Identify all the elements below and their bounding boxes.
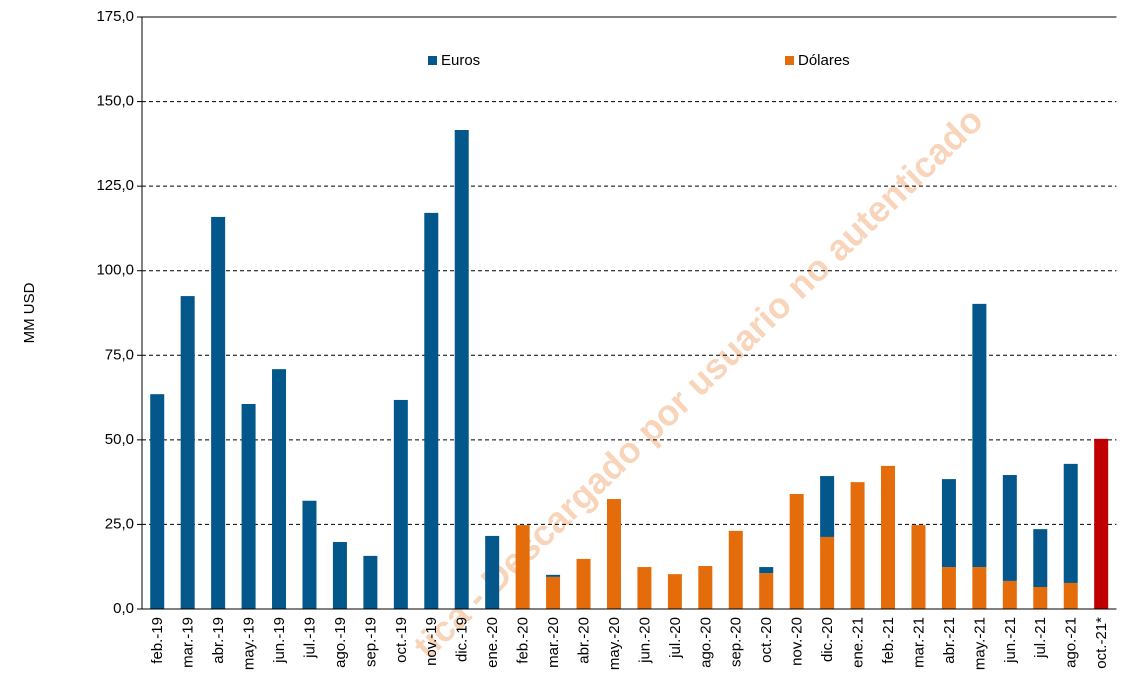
- bar-segment: [1002, 580, 1017, 609]
- x-tick-label: jun.-19: [271, 617, 288, 664]
- x-tick-label: oct.-19: [393, 617, 410, 663]
- x-tick-label: may.-20: [606, 617, 623, 670]
- x-tick-label: sep.-20: [728, 617, 745, 667]
- bar-segment: [698, 566, 713, 609]
- x-tick-label: ago.-21: [1063, 617, 1080, 668]
- bar-segment: [972, 567, 987, 609]
- bar-segment: [820, 476, 835, 537]
- bar-segment: [150, 394, 165, 609]
- y-tick-label: 25,0: [105, 515, 134, 532]
- x-tick-label: nov.-19: [423, 617, 440, 666]
- x-tick-label: oct.-21*: [1093, 617, 1110, 669]
- legend-swatch: [785, 56, 794, 65]
- bar-segment: [546, 574, 561, 577]
- x-tick-label: feb.-21: [880, 617, 897, 664]
- bar-segment: [881, 465, 896, 609]
- bar-segment: [332, 542, 347, 609]
- bar-segment: [211, 216, 226, 609]
- bar-segment: [180, 296, 195, 609]
- bar-segment: [1033, 587, 1048, 609]
- bar-segment: [1063, 463, 1078, 583]
- x-tick-label: ago.-20: [697, 617, 714, 668]
- x-tick-label: abr.-21: [941, 617, 958, 664]
- x-tick-label: dic.-19: [454, 617, 471, 662]
- bar-segment: [850, 482, 865, 609]
- bar-segment: [789, 493, 804, 609]
- bar-segment: [759, 573, 774, 609]
- x-tick-label: ene.-20: [484, 617, 501, 668]
- bar-segment: [728, 530, 743, 609]
- legend-swatch: [428, 56, 437, 65]
- bar-segment: [1094, 438, 1109, 609]
- x-tick-label: may.-19: [241, 617, 258, 670]
- bar-segment: [272, 369, 287, 609]
- bar-segment: [1063, 582, 1078, 609]
- plot: [142, 16, 1117, 610]
- bar-segment: [941, 479, 956, 568]
- bar-segment: [941, 567, 956, 609]
- y-tick-label: 75,0: [105, 346, 134, 363]
- bar-segment: [606, 499, 621, 609]
- x-tick-label: ene.-21: [850, 617, 867, 668]
- x-tick-label: jun.-21: [1002, 617, 1019, 664]
- x-tick-label: jul.-19: [301, 617, 318, 659]
- y-tick-label: 50,0: [105, 431, 134, 448]
- x-tick-label: dic.-20: [819, 617, 836, 662]
- x-tick-label: jul.-21: [1032, 617, 1049, 659]
- x-tick-label: abr.-19: [210, 617, 227, 664]
- x-tick-label: abr.-20: [575, 617, 592, 664]
- bar-segment: [667, 574, 682, 609]
- y-tick-label: 100,0: [96, 262, 134, 279]
- y-tick-label: 175,0: [96, 8, 134, 25]
- x-tick-label: mar.-20: [545, 617, 562, 668]
- bar-segment: [515, 525, 530, 609]
- x-tick-label: jun.-20: [636, 617, 653, 664]
- y-tick-label: 125,0: [96, 177, 134, 194]
- legend-label: Euros: [441, 52, 480, 69]
- y-axis-label: MM USD: [21, 282, 38, 343]
- y-tick-label: 0,0: [113, 600, 134, 617]
- x-tick-label: ago.-19: [332, 617, 349, 668]
- bar-segment: [911, 525, 926, 609]
- x-tick-label: mar.-21: [910, 617, 927, 668]
- bar-segment: [576, 558, 591, 609]
- x-tick-label: jul.-20: [667, 617, 684, 659]
- x-tick-label: nov.-20: [789, 617, 806, 666]
- legend-label: Dólares: [798, 52, 850, 69]
- bar-segment: [1002, 475, 1017, 581]
- x-tick-label: sep.-19: [362, 617, 379, 667]
- bar-segment: [363, 555, 378, 609]
- bar-segment: [546, 576, 561, 609]
- bar-segment: [972, 303, 987, 568]
- bar-segment: [393, 399, 408, 609]
- bar-segment: [241, 403, 256, 609]
- bar-segment: [485, 535, 500, 609]
- bar-segment: [637, 567, 652, 609]
- x-tick-label: may.-21: [971, 617, 988, 670]
- x-tick-label: mar.-19: [180, 617, 197, 668]
- y-tick-label: 150,0: [96, 93, 134, 110]
- bar-segment: [302, 500, 317, 609]
- x-tick-label: feb.-20: [515, 617, 532, 664]
- bar-segment: [820, 536, 835, 609]
- x-tick-label: feb.-19: [149, 617, 166, 664]
- x-tick-label: oct.-20: [758, 617, 775, 663]
- bar-segment: [759, 567, 774, 574]
- bar-segment: [454, 129, 469, 609]
- bar-segment: [424, 212, 439, 609]
- bar-segment: [1033, 529, 1048, 588]
